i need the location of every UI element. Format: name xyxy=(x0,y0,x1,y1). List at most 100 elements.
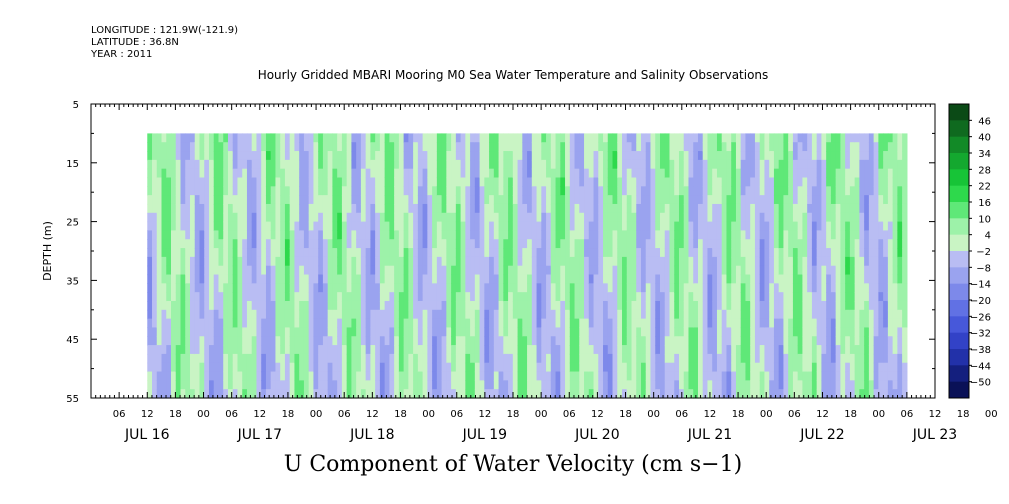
heatmap-cell xyxy=(427,300,433,311)
heatmap-cell xyxy=(156,230,163,240)
heatmap-cell xyxy=(873,203,879,214)
heatmap-cell xyxy=(161,203,167,214)
heatmap-cell xyxy=(835,309,841,320)
heatmap-cell xyxy=(697,274,704,284)
heatmap-cell xyxy=(389,230,395,240)
heatmap-cell xyxy=(574,345,580,355)
heatmap-cell xyxy=(868,203,875,214)
heatmap-cell xyxy=(864,177,870,187)
heatmap-cell xyxy=(218,142,224,152)
heatmap-cell xyxy=(261,265,267,276)
heatmap-cell xyxy=(265,239,272,249)
heatmap-cell xyxy=(631,230,637,240)
heatmap-cell xyxy=(892,248,898,258)
heatmap-cell xyxy=(194,309,201,320)
heatmap-cell xyxy=(451,212,457,223)
heatmap-cell xyxy=(508,389,514,399)
heatmap-cell xyxy=(436,239,443,249)
heatmap-cell xyxy=(280,212,286,223)
heatmap-cell xyxy=(508,239,514,249)
heatmap-cell xyxy=(223,318,229,329)
heatmap-cell xyxy=(275,195,281,205)
heatmap-cell xyxy=(845,309,851,320)
heatmap-cell xyxy=(332,203,338,214)
heatmap-cell xyxy=(683,300,690,311)
heatmap-cell xyxy=(208,256,215,267)
heatmap-cell xyxy=(455,300,462,311)
heatmap-cell xyxy=(873,212,879,223)
heatmap-cell xyxy=(859,274,865,284)
heatmap-cell xyxy=(208,283,215,293)
heatmap-cell xyxy=(792,186,799,196)
heatmap-cell xyxy=(845,159,851,170)
heatmap-cell xyxy=(664,239,671,249)
heatmap-cell xyxy=(845,318,851,329)
heatmap-cell xyxy=(194,389,201,399)
heatmap-cell xyxy=(213,195,220,205)
heatmap-cell xyxy=(697,168,704,179)
heatmap-cell xyxy=(617,362,623,373)
heatmap-cell xyxy=(455,186,462,196)
heatmap-cell xyxy=(512,274,519,284)
heatmap-cell xyxy=(655,309,661,320)
heatmap-cell xyxy=(821,239,827,249)
heatmap-cell xyxy=(270,239,277,249)
heatmap-cell xyxy=(356,300,362,311)
heatmap-cell xyxy=(360,221,367,232)
heatmap-cell xyxy=(716,195,723,205)
heatmap-cell xyxy=(432,248,438,258)
heatmap-cell xyxy=(854,371,860,381)
heatmap-cell xyxy=(417,212,424,223)
heatmap-cell xyxy=(697,283,704,293)
heatmap-cell xyxy=(218,309,224,320)
heatmap-cell xyxy=(484,353,490,364)
heatmap-cell xyxy=(859,362,865,373)
heatmap-cell xyxy=(270,159,277,170)
heatmap-cell xyxy=(674,195,680,205)
heatmap-cell xyxy=(299,142,305,152)
heatmap-cell xyxy=(764,151,770,161)
heatmap-cell xyxy=(835,151,841,161)
heatmap-cell xyxy=(683,230,690,240)
heatmap-cell xyxy=(313,380,319,390)
heatmap-cell xyxy=(688,318,694,329)
heatmap-cell xyxy=(375,345,381,355)
heatmap-cell xyxy=(460,300,466,311)
heatmap-cell xyxy=(788,389,794,399)
heatmap-cell xyxy=(731,327,737,337)
heatmap-cell xyxy=(484,230,490,240)
heatmap-cell xyxy=(816,353,823,364)
heatmap-cell xyxy=(835,168,841,179)
heatmap-cell xyxy=(854,345,860,355)
heatmap-cell xyxy=(208,142,215,152)
heatmap-cell xyxy=(522,239,528,249)
heatmap-cell xyxy=(251,283,258,293)
heatmap-cell xyxy=(536,380,542,390)
heatmap-cell xyxy=(341,230,348,240)
heatmap-cell xyxy=(351,345,357,355)
heatmap-cell xyxy=(584,318,590,329)
heatmap-cell xyxy=(375,283,381,293)
heatmap-cell xyxy=(707,274,713,284)
heatmap-cell xyxy=(465,248,471,258)
heatmap-cell xyxy=(484,283,490,293)
heatmap-cell xyxy=(337,142,343,152)
heatmap-cell xyxy=(840,292,846,302)
heatmap-cell xyxy=(498,186,504,196)
heatmap-cell xyxy=(432,300,438,311)
heatmap-cell xyxy=(750,336,756,346)
heatmap-cell xyxy=(275,239,281,249)
heatmap-cell xyxy=(541,230,547,240)
heatmap-cell xyxy=(536,265,542,276)
heatmap-cell xyxy=(289,389,296,399)
heatmap-cell xyxy=(527,371,533,381)
heatmap-cell xyxy=(432,168,438,179)
heatmap-cell xyxy=(313,151,319,161)
heatmap-cell xyxy=(750,186,756,196)
heatmap-cell xyxy=(902,371,908,381)
heatmap-cell xyxy=(683,327,690,337)
heatmap-cell xyxy=(299,221,305,232)
heatmap-cell xyxy=(280,309,286,320)
heatmap-cell xyxy=(432,142,438,152)
heatmap-cell xyxy=(398,133,405,143)
